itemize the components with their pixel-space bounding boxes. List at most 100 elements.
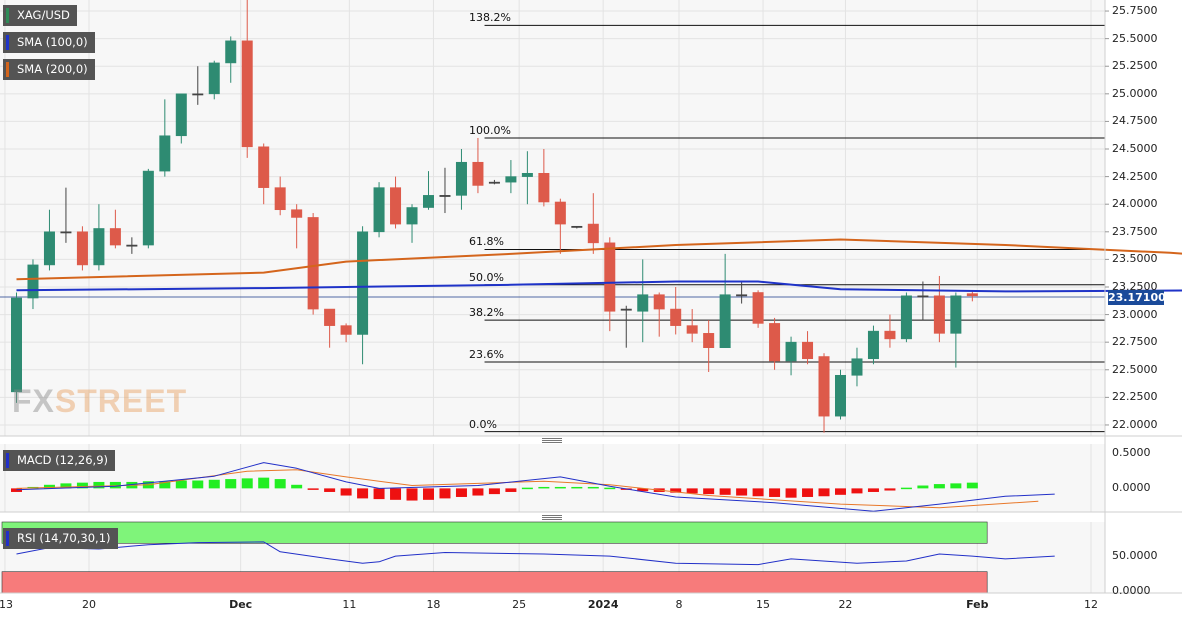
macd-histogram-bar [93,481,105,489]
rsi-y-tick-label: 0.0000 [1112,584,1151,597]
y-tick-label: 23.5000 [1112,252,1158,266]
y-tick-label: 25.5000 [1112,31,1158,45]
candle-body [307,217,319,310]
candle-body [324,308,336,326]
macd-signal-line [16,469,1039,509]
candle-body [126,244,138,247]
macd-histogram-bar [159,481,171,489]
fxstreet-watermark-logo: FXSTREET [12,383,188,419]
y-tick-label: 22.2500 [1112,390,1158,404]
macd-histogram-bar [818,488,830,497]
rsi-oversold-zone [1,571,988,594]
macd-histogram-bar [357,488,369,499]
x-tick-label: 8 [675,598,683,611]
macd-histogram-bar [423,488,434,500]
candle-body [159,135,171,172]
macd-histogram-bar [719,488,731,495]
y-tick-label: 24.7500 [1112,114,1158,128]
legend-swatch [6,35,9,50]
candle-body [175,93,187,137]
macd-histogram-bar [439,488,451,499]
candle-body [472,161,484,186]
candle-body [93,228,105,266]
macd-legend-badge[interactable]: MACD (12,26,9) [3,450,115,471]
fib-level-label: 38.2% [469,306,504,320]
macd-histogram-bar [208,479,220,489]
legend-label: RSI (14,70,30,1) [17,531,111,545]
macd-histogram-bar [835,488,846,495]
rsi-splitter-handle [542,519,562,520]
legend-label: MACD (12,26,9) [17,453,108,467]
candle-body [60,231,72,234]
macd-histogram-bar [736,488,748,496]
macd-y-tick-label: 0.0000 [1112,481,1151,495]
macd-histogram-bar [670,488,682,493]
macd-histogram-bar [884,488,896,491]
legend-swatch [6,8,9,23]
macd-histogram-bar [802,488,814,497]
rsi-overbought-zone [1,521,988,544]
macd-histogram-bar [390,488,402,500]
macd-y-tick-label: 0.5000 [1112,445,1151,459]
legend-label: SMA (200,0) [17,62,88,76]
candle-body [571,225,583,228]
y-tick-label: 24.5000 [1112,142,1158,155]
macd-histogram-bar [851,488,863,494]
legend-swatch [6,453,9,468]
x-tick-label: Dec [229,598,253,611]
macd-histogram-bar [340,488,352,496]
candle-body [637,294,649,312]
candle-body [587,223,599,244]
macd-histogram-bar [406,488,418,501]
legend-badge-0[interactable]: XAG/USD [3,5,77,26]
macd-histogram-bar [60,483,72,489]
y-tick-label: 24.0000 [1112,197,1158,211]
fib-level-label: 23.6% [469,348,504,362]
x-tick-label: 25 [512,598,527,611]
candle-body [884,330,896,340]
candle-body [422,195,434,208]
candle-body [851,358,863,376]
macd-histogram-bar [488,488,500,495]
candle-body [719,294,731,348]
y-tick-label: 25.7500 [1112,4,1158,18]
candle-body [834,374,846,417]
candle-body [538,172,550,203]
legend-label: SMA (100,0) [17,35,88,49]
y-tick-label: 23.7500 [1112,224,1158,238]
x-tick-label: 13 [0,598,13,611]
candle-body [142,170,154,246]
x-tick-label: 2024 [587,598,619,611]
candle-body [455,161,467,196]
macd-histogram-bar [703,488,715,495]
macd-histogram-bar [505,488,517,492]
macd-histogram-bar [521,487,533,490]
macd-histogram-bar [571,486,583,489]
legend-badge-2[interactable]: SMA (200,0) [3,59,95,80]
candle-body [867,330,879,360]
x-tick-label: 15 [756,598,771,611]
sma100-line [16,280,1182,293]
macd-histogram-bar [43,484,55,489]
legend-badge-1[interactable]: SMA (100,0) [3,32,95,53]
candle-body [192,93,204,96]
rsi-legend-badge[interactable]: RSI (14,70,30,1) [3,528,118,549]
candle-body [357,231,369,335]
x-tick-label: 18 [426,598,441,611]
candle-body [390,187,402,225]
macd-histogram-bar [933,484,945,489]
candle-body [27,264,39,299]
macd-histogram-bar [373,488,385,500]
candle-body [802,341,814,360]
candle-body [900,295,912,340]
macd-splitter-handle [542,440,562,441]
rsi-line [16,541,1055,566]
y-tick-label: 25.2500 [1112,59,1158,73]
macd-histogram-bar [192,480,204,489]
candle-body [966,293,978,297]
x-tick-label: 12 [1083,598,1098,611]
macd-histogram-bar [900,487,912,490]
macd-histogram-bar [917,485,929,489]
rsi-splitter-handle [542,515,562,516]
macd-splitter-handle [542,438,562,439]
